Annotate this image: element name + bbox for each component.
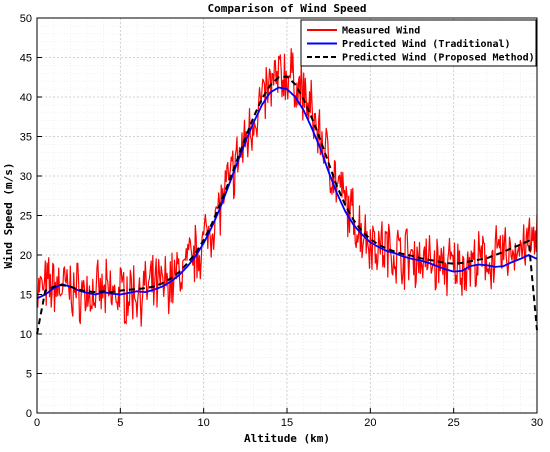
y-tick-label: 15 xyxy=(20,290,32,302)
x-tick-label: 20 xyxy=(364,417,376,429)
y-tick-label: 30 xyxy=(20,171,32,183)
legend-label: Measured Wind xyxy=(342,25,420,37)
series-layer xyxy=(36,48,538,335)
legend-label: Predicted Wind (Traditional) xyxy=(342,38,511,50)
y-tick-label: 45 xyxy=(20,53,32,65)
y-tick-label: 50 xyxy=(20,13,32,25)
legend-box xyxy=(300,19,537,67)
y-tick-label: 35 xyxy=(20,132,32,144)
y-tick-label: 5 xyxy=(26,369,32,381)
x-tick-label: 10 xyxy=(198,417,210,429)
x-tick-label: 5 xyxy=(117,417,123,429)
y-axis-ticks: 0 5 10 15 20 25 30 35 40 45 50 xyxy=(20,13,42,420)
series-line-2 xyxy=(36,86,538,300)
x-tick-label: 30 xyxy=(531,417,543,429)
y-tick-label: 40 xyxy=(20,92,32,104)
y-tick-label: 20 xyxy=(20,250,32,262)
x-tick-label: 25 xyxy=(448,417,460,429)
y-axis-title: Wind Speed (m/s) xyxy=(2,163,15,269)
chart-title: Comparison of Wind Speed xyxy=(208,2,367,15)
x-axis-ticks: 0 5 10 15 20 25 30 xyxy=(34,408,543,429)
y-tick-label: 0 xyxy=(26,408,32,420)
legend-label: Predicted Wind (Proposed Method) xyxy=(342,52,535,64)
y-tick-label: 10 xyxy=(20,329,32,341)
series-line-3 xyxy=(36,75,538,335)
x-axis-title: Altitude (km) xyxy=(244,432,330,445)
x-tick-label: 0 xyxy=(34,417,40,429)
x-tick-label: 15 xyxy=(281,417,293,429)
y-tick-label: 25 xyxy=(20,211,32,223)
